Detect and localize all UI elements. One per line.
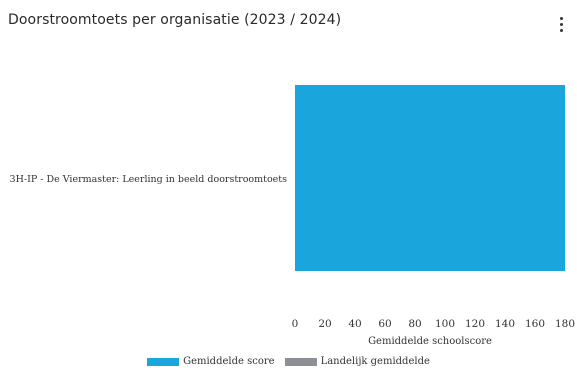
legend-label: Gemiddelde score: [183, 356, 275, 367]
x-axis-label: Gemiddelde schoolscore: [368, 336, 492, 347]
x-tick-label: 0: [292, 318, 299, 330]
x-tick-label: 40: [348, 318, 361, 330]
chart-legend: Gemiddelde score Landelijk gemiddelde: [0, 356, 577, 367]
chart-title: Doorstroomtoets per organisatie (2023 / …: [8, 12, 342, 28]
legend-swatch: [147, 357, 180, 366]
x-tick-label: 60: [378, 318, 391, 330]
legend-item[interactable]: Landelijk gemiddelde: [284, 356, 430, 367]
x-tick-label: 20: [318, 318, 331, 330]
x-tick-label: 120: [465, 318, 485, 330]
x-tick-label: 160: [525, 318, 545, 330]
legend-item[interactable]: Gemiddelde score: [147, 356, 275, 367]
x-tick-label: 80: [408, 318, 421, 330]
x-tick-label: 100: [435, 318, 455, 330]
x-tick-label: 140: [495, 318, 515, 330]
more-vert-icon[interactable]: [554, 14, 568, 34]
legend-swatch: [284, 357, 317, 366]
legend-label: Landelijk gemiddelde: [320, 356, 430, 367]
category-label: 3H-IP - De Viermaster: Leerling in beeld…: [10, 174, 288, 185]
bar-0[interactable]: [295, 85, 565, 271]
x-tick-label: 180: [555, 318, 575, 330]
bar-chart: 3H-IP - De Viermaster: Leerling in beeld…: [10, 85, 575, 347]
